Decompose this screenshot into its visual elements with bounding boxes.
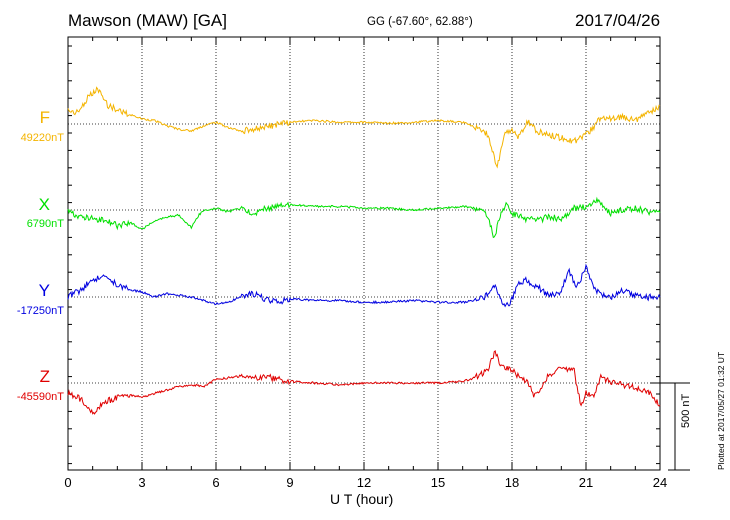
series-line-z xyxy=(67,349,661,415)
series-baseline-y: -17250nT xyxy=(16,305,64,317)
x-tick-label: 3 xyxy=(138,475,145,490)
plotted-timestamp: Plotted at 2017/05/27 01:32 UT xyxy=(716,351,726,470)
scale-bar xyxy=(650,382,690,471)
station-title: Mawson (MAW) [GA] xyxy=(68,11,227,30)
series-line-f xyxy=(67,86,661,169)
grid-lines xyxy=(68,37,660,470)
x-tick-label: 0 xyxy=(64,475,71,490)
scale-bar-label: 500 nT xyxy=(680,393,692,428)
x-tick-label: 18 xyxy=(505,475,519,490)
x-tick-label: 6 xyxy=(212,475,219,490)
x-tick-label: 9 xyxy=(286,475,293,490)
x-tick-label: 15 xyxy=(431,475,445,490)
geo-coordinates: GG (-67.60°, 62.88°) xyxy=(367,16,473,28)
series-label-z: Z xyxy=(39,367,50,386)
series-line-y xyxy=(67,263,661,308)
series-baseline-x: 6790nT xyxy=(26,218,64,230)
series-baseline-z: -45590nT xyxy=(16,391,64,403)
series-line-x xyxy=(67,196,661,239)
series-lines xyxy=(67,86,661,415)
series-baseline-f: 49220nT xyxy=(20,132,64,144)
axis-ticks: 0 3 6 9 12 15 18 21 24 xyxy=(64,37,667,490)
x-tick-label: 12 xyxy=(357,475,371,490)
x-tick-label: 24 xyxy=(653,475,667,490)
x-tick-label: 21 xyxy=(579,475,593,490)
x-axis-label: U T (hour) xyxy=(330,491,394,507)
series-label-x: X xyxy=(38,195,50,214)
series-label-f: F xyxy=(39,108,50,127)
chart-date: 2017/04/26 xyxy=(575,11,661,30)
series-label-y: Y xyxy=(38,281,50,300)
